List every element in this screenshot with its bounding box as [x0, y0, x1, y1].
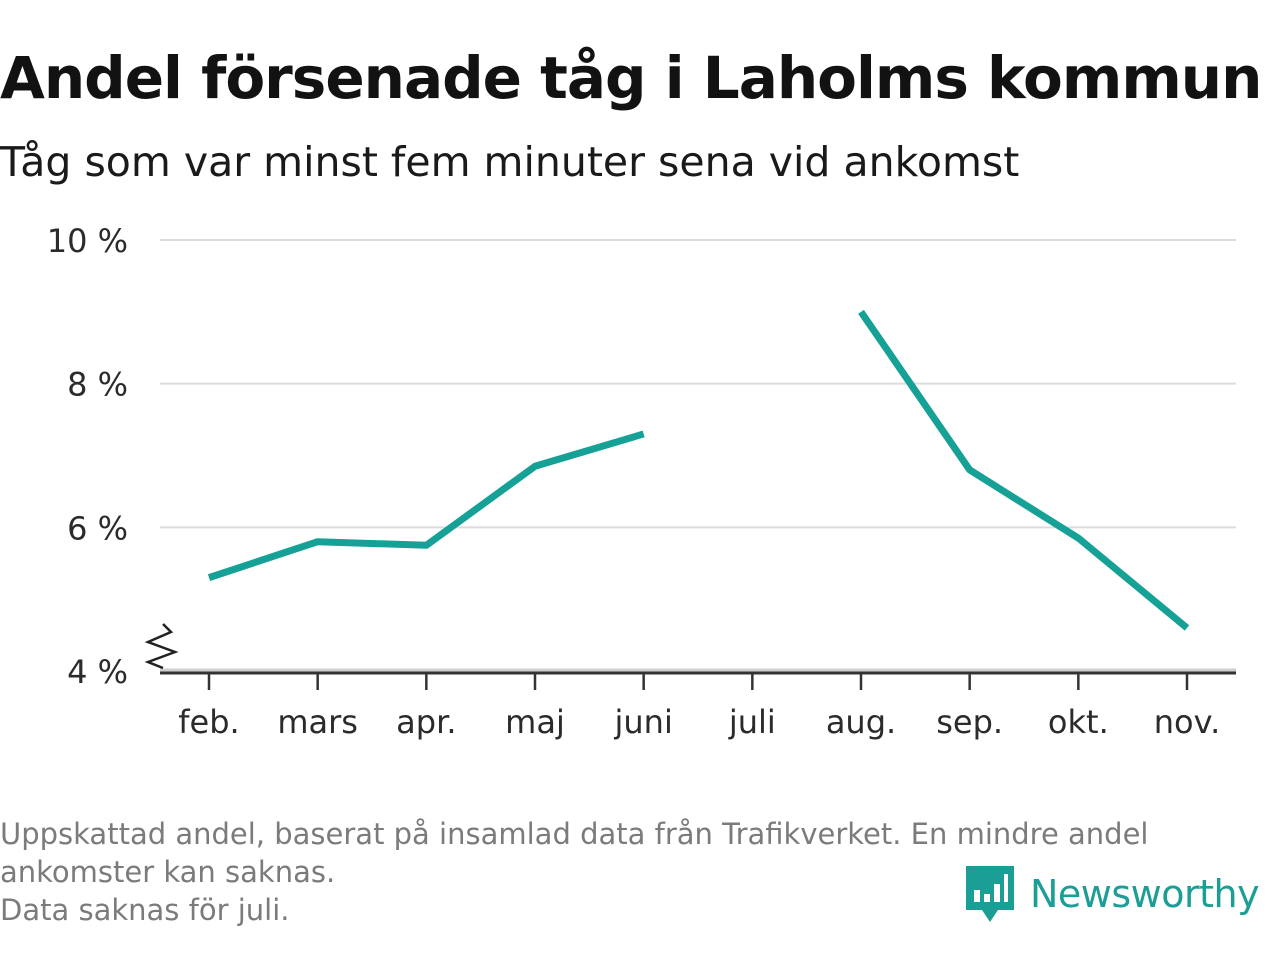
x-tick-label: aug. — [826, 703, 896, 741]
series-line — [858, 309, 1190, 631]
y-axis-ticks: 4 % 6 % 8 % 10 % — [47, 222, 128, 691]
footnote-line: Uppskattad andel, baserat på insamlad da… — [0, 817, 1149, 851]
y-tick-label: 4 % — [67, 653, 128, 691]
footnote: Uppskattad andel, baserat på insamlad da… — [0, 815, 1270, 929]
series-lines — [207, 309, 1190, 631]
x-tick-label: mars — [277, 703, 358, 741]
brand: Newsworthy — [964, 862, 1260, 926]
newsworthy-logo-icon — [966, 866, 1014, 922]
x-tick-label: okt. — [1048, 703, 1109, 741]
gridlines — [160, 239, 1236, 529]
axis-break-icon — [144, 623, 179, 670]
chart-title: Andel försenade tåg i Laholms kommun — [0, 44, 1262, 112]
x-tick-label: sep. — [936, 703, 1003, 741]
x-tick-label: juni — [613, 703, 672, 741]
x-tick-label: apr. — [396, 703, 456, 741]
chart-subtitle: Tåg som var minst fem minuter sena vid a… — [0, 138, 1020, 186]
x-tick-label: maj — [505, 703, 565, 741]
x-axis — [144, 623, 1236, 675]
x-tick-label: juli — [728, 703, 776, 741]
x-tick-label: feb. — [178, 703, 239, 741]
y-tick-label: 6 % — [67, 509, 128, 547]
x-tick-label: nov. — [1154, 703, 1220, 741]
series-line — [207, 430, 645, 581]
y-tick-label: 8 % — [67, 366, 128, 404]
footnote-line: Data saknas för juli. — [0, 893, 290, 927]
y-tick-label: 10 % — [47, 222, 128, 260]
brand-name: Newsworthy — [1030, 872, 1260, 916]
x-axis-ticks: feb. mars apr. maj juni juli aug. sep. okt. nov. — [178, 674, 1220, 741]
footnote-line: ankomster kan saknas. — [0, 855, 336, 889]
